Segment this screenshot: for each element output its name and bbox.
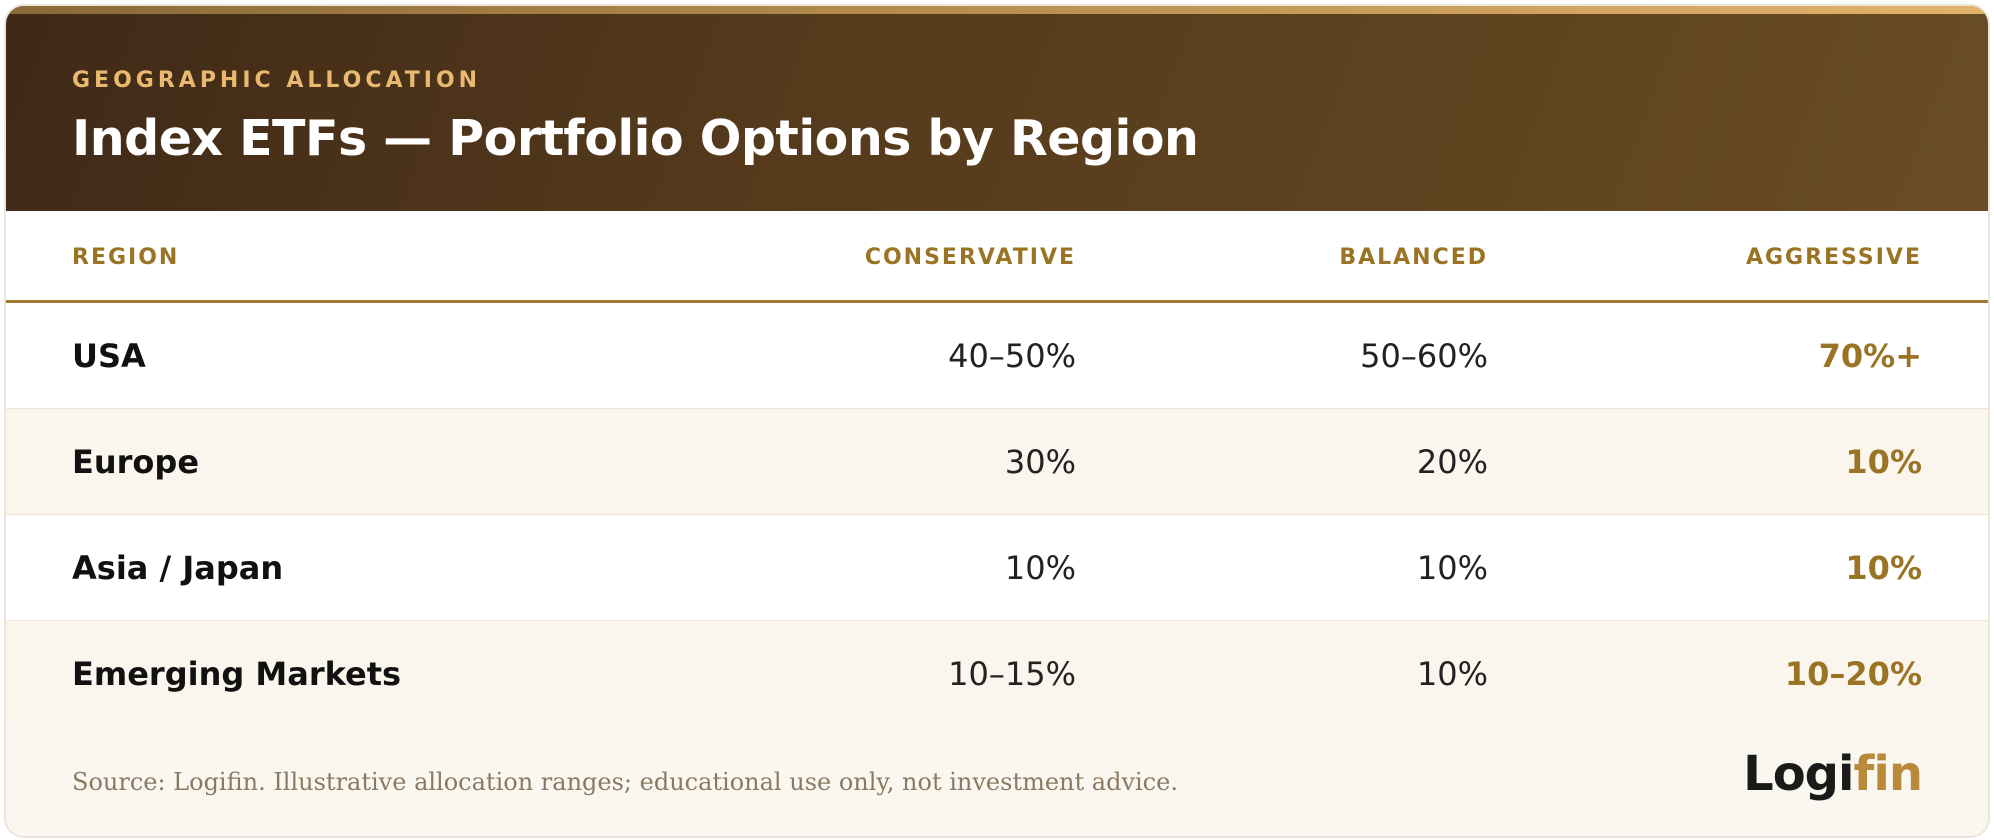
source-note: Source: Logifin. Illustrative allocation… — [72, 768, 1178, 796]
balanced-cell: 10% — [1416, 549, 1488, 587]
logo-text-primary: Logi — [1743, 746, 1854, 802]
logo-text-accent: fin — [1853, 746, 1923, 802]
aggressive-cell: 10–20% — [1784, 655, 1922, 693]
header-accent-line — [6, 6, 1988, 14]
table-header: REGION CONSERVATIVE BALANCED AGGRESSIVE — [6, 211, 1988, 303]
aggressive-cell: 10% — [1845, 549, 1922, 587]
card-header: GEOGRAPHIC ALLOCATION Index ETFs — Portf… — [6, 6, 1988, 211]
table-row: Europe 30% 20% 10% — [6, 409, 1988, 515]
balanced-cell: 10% — [1416, 655, 1488, 693]
card-footer: Source: Logifin. Illustrative allocation… — [6, 726, 1988, 836]
column-header-conservative: CONSERVATIVE — [864, 245, 1076, 270]
page-title: Index ETFs — Portfolio Options by Region — [72, 110, 1199, 167]
region-cell: USA — [72, 337, 146, 375]
balanced-cell: 20% — [1416, 443, 1488, 481]
brand-logo: Logifin — [1743, 746, 1923, 802]
aggressive-cell: 10% — [1845, 443, 1922, 481]
balanced-cell: 50–60% — [1360, 337, 1488, 375]
table-row: Emerging Markets 10–15% 10% 10–20% — [6, 621, 1988, 727]
region-cell: Asia / Japan — [72, 549, 284, 587]
column-header-region: REGION — [72, 245, 180, 270]
conservative-cell: 30% — [1004, 443, 1076, 481]
column-header-balanced: BALANCED — [1339, 245, 1488, 270]
aggressive-cell: 70%+ — [1818, 337, 1922, 375]
region-cell: Emerging Markets — [72, 655, 402, 693]
allocation-card: GEOGRAPHIC ALLOCATION Index ETFs — Portf… — [4, 4, 1990, 838]
table-row: Asia / Japan 10% 10% 10% — [6, 515, 1988, 621]
conservative-cell: 10–15% — [948, 655, 1076, 693]
table-row: USA 40–50% 50–60% 70%+ — [6, 303, 1988, 409]
conservative-cell: 40–50% — [948, 337, 1076, 375]
column-header-aggressive: AGGRESSIVE — [1745, 245, 1922, 270]
eyebrow-label: GEOGRAPHIC ALLOCATION — [72, 68, 482, 93]
conservative-cell: 10% — [1004, 549, 1076, 587]
region-cell: Europe — [72, 443, 200, 481]
